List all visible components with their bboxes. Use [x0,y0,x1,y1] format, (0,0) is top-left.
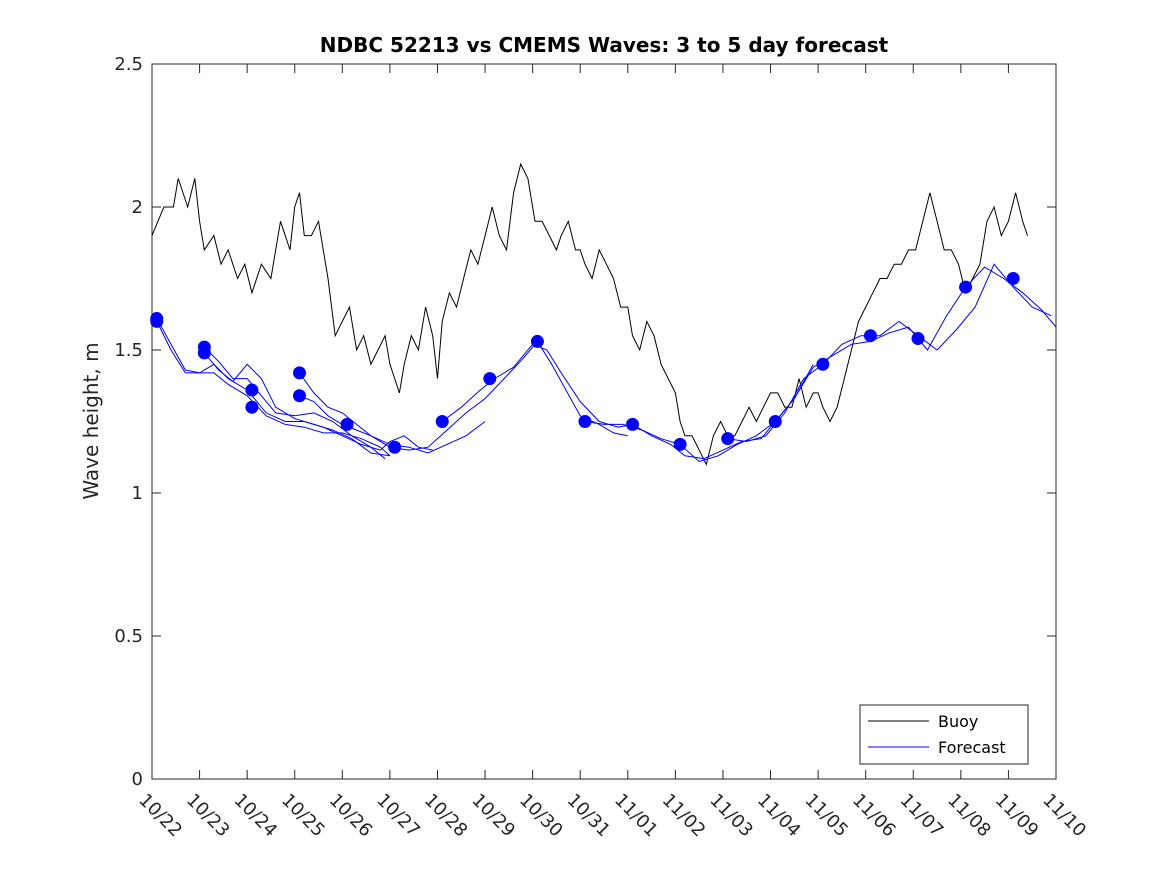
forecast-marker [578,415,592,428]
forecast-marker [1006,272,1020,285]
forecast-run-line [203,352,390,457]
forecast-marker [435,415,449,428]
legend-box [859,704,1029,765]
chart-title: NDBC 52213 vs CMEMS Waves: 3 to 5 day fo… [320,33,889,57]
forecast-marker [673,437,687,451]
forecast-marker [150,314,164,328]
legend: Buoy Forecast [859,704,1029,765]
forecast-run-line [203,346,386,460]
forecast-marker [959,280,973,294]
forecast-marker [530,334,544,348]
forecast-marker [863,329,877,343]
y-tick-label: 1 [132,483,143,504]
forecast-marker [816,357,830,371]
forecast-marker [721,432,735,446]
forecast-marker [388,440,402,454]
forecast-marker [768,415,782,428]
y-tick-label: 0 [132,769,143,790]
forecast-run-line [727,263,1052,443]
forecast-run-line [299,372,486,454]
legend-forecast-label: Forecast [938,738,1006,757]
forecast-marker [340,417,354,431]
forecast-marker [197,346,211,360]
forecast-marker [292,366,306,380]
forecast-run-line [156,321,391,457]
forecast-marker [626,417,640,431]
buoy-series-line [151,162,1028,466]
legend-buoy-label: Buoy [938,712,978,731]
y-tick-label: 2.5 [114,54,143,75]
y-tick-label: 2 [132,197,143,218]
y-tick-label: 1.5 [114,340,143,361]
plot-lines [150,162,1057,466]
forecast-marker [292,389,306,403]
forecast-marker [483,372,497,386]
forecast-marker [245,383,259,397]
y-axis-label: Wave height, m [79,342,103,499]
y-axis: 0 0.5 1 1.5 2 2.5 [114,54,1056,790]
forecast-marker [911,332,925,346]
y-tick-label: 0.5 [114,626,143,647]
forecast-marker [245,400,259,414]
